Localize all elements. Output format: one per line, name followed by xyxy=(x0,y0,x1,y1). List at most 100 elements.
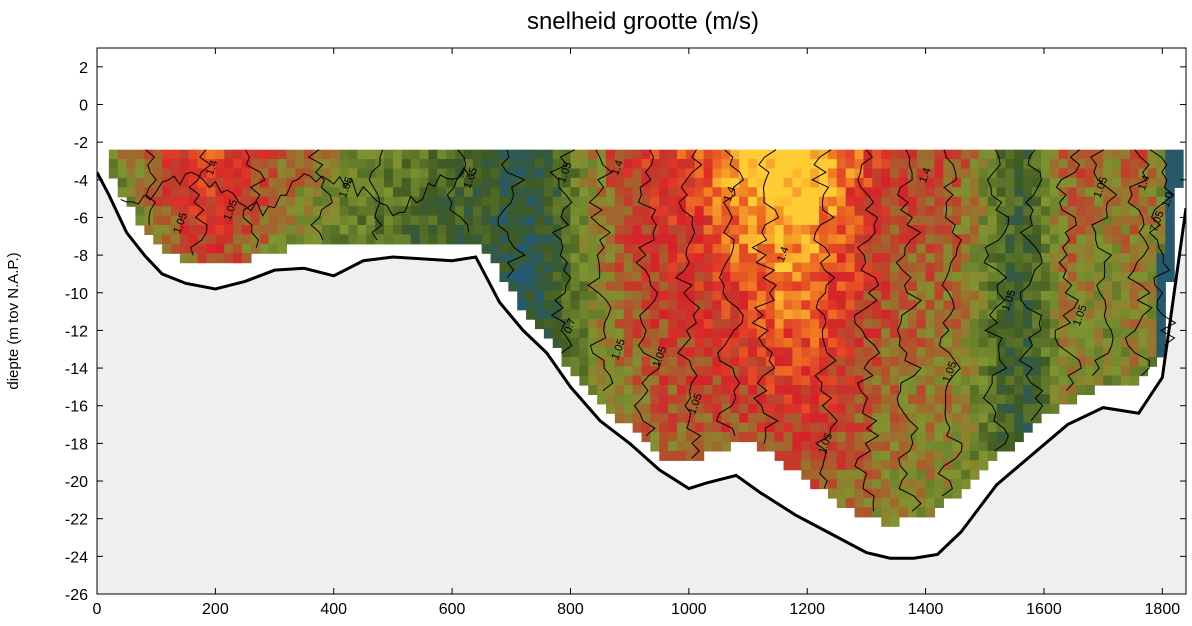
heatmap-cell xyxy=(978,422,989,433)
heatmap-cell xyxy=(1049,337,1060,348)
heatmap-cell xyxy=(872,347,882,358)
heatmap-cell xyxy=(836,394,847,405)
heatmap-cell xyxy=(1156,206,1166,217)
heatmap-cell xyxy=(907,234,918,245)
heatmap-cell xyxy=(1023,413,1033,424)
heatmap-cell xyxy=(1147,319,1158,330)
heatmap-cell xyxy=(1120,149,1131,160)
heatmap-cell xyxy=(916,375,927,386)
heatmap-cell xyxy=(419,206,430,217)
heatmap-cell xyxy=(242,196,252,207)
heatmap-cell xyxy=(135,168,145,179)
heatmap-cell xyxy=(854,328,865,339)
heatmap-cell xyxy=(1120,177,1131,188)
heatmap-cell xyxy=(1112,159,1122,170)
heatmap-cell xyxy=(313,224,323,235)
heatmap-cell xyxy=(659,272,669,283)
heatmap-cell xyxy=(881,168,891,179)
heatmap-cell xyxy=(641,422,651,433)
heatmap-cell xyxy=(1058,234,1069,245)
heatmap-cell xyxy=(668,159,678,170)
heatmap-cell xyxy=(570,159,580,170)
heatmap-cell xyxy=(233,149,243,160)
heatmap-cell xyxy=(694,422,705,433)
heatmap-cell xyxy=(304,224,314,235)
heatmap-cell xyxy=(623,187,634,198)
heatmap-cell xyxy=(597,328,607,339)
heatmap-cell xyxy=(978,460,989,471)
heatmap-cell xyxy=(517,206,527,217)
heatmap-cell xyxy=(1120,281,1131,292)
heatmap-cell xyxy=(641,413,651,424)
heatmap-cell xyxy=(348,168,359,179)
heatmap-cell xyxy=(836,479,847,490)
heatmap-cell xyxy=(925,488,936,499)
heatmap-cell xyxy=(623,234,634,245)
heatmap-cell xyxy=(428,234,438,245)
heatmap-cell xyxy=(836,385,847,396)
heatmap-cell xyxy=(801,177,811,188)
heatmap-cell xyxy=(907,366,918,377)
heatmap-cell xyxy=(685,196,696,207)
heatmap-cell xyxy=(508,243,518,254)
heatmap-cell xyxy=(756,262,767,273)
heatmap-cell xyxy=(162,177,172,188)
heatmap-cell xyxy=(801,403,811,414)
heatmap-cell xyxy=(819,413,829,424)
heatmap-cell xyxy=(250,215,261,226)
heatmap-cell xyxy=(756,403,767,414)
x-tick-label: 400 xyxy=(320,601,347,618)
heatmap-cell xyxy=(943,488,953,499)
heatmap-cell xyxy=(170,149,181,160)
heatmap-cell xyxy=(881,394,891,405)
heatmap-cell xyxy=(1023,309,1033,320)
heatmap-cell xyxy=(890,460,900,471)
heatmap-cell xyxy=(614,243,625,254)
heatmap-cell xyxy=(890,507,900,518)
heatmap-cell xyxy=(677,337,687,348)
heatmap-cell xyxy=(916,441,927,452)
y-tick-label: -12 xyxy=(65,323,88,340)
heatmap-cell xyxy=(543,290,554,301)
heatmap-cell xyxy=(534,177,545,188)
heatmap-cell xyxy=(588,206,598,217)
heatmap-cell xyxy=(463,215,474,226)
heatmap-cell xyxy=(907,450,918,461)
heatmap-cell xyxy=(774,385,785,396)
heatmap-cell xyxy=(739,432,749,443)
heatmap-cell xyxy=(1023,187,1033,198)
heatmap-cell xyxy=(916,159,927,170)
heatmap-cell xyxy=(1049,215,1060,226)
heatmap-cell xyxy=(419,234,430,245)
heatmap-cell xyxy=(277,243,287,254)
heatmap-cell xyxy=(1165,262,1175,273)
heatmap-cell xyxy=(703,385,714,396)
heatmap-cell xyxy=(597,206,607,217)
heatmap-cell xyxy=(1103,224,1113,235)
heatmap-cell xyxy=(375,168,385,179)
heatmap-cell xyxy=(978,215,989,226)
heatmap-cell xyxy=(836,356,847,367)
heatmap-cell xyxy=(827,177,838,188)
heatmap-cell xyxy=(694,234,705,245)
heatmap-cell xyxy=(650,253,660,264)
heatmap-cell xyxy=(570,337,580,348)
heatmap-cell xyxy=(712,375,722,386)
heatmap-cell xyxy=(490,159,501,170)
heatmap-cell xyxy=(827,215,838,226)
heatmap-cell xyxy=(881,441,891,452)
heatmap-cell xyxy=(206,196,216,207)
heatmap-cell xyxy=(313,177,323,188)
heatmap-cell xyxy=(552,281,563,292)
heatmap-cell xyxy=(685,422,696,433)
heatmap-cell xyxy=(677,366,687,377)
heatmap-cell xyxy=(534,272,545,283)
heatmap-cell xyxy=(304,187,314,198)
heatmap-cell xyxy=(890,215,900,226)
heatmap-cell xyxy=(499,177,509,188)
heatmap-cell xyxy=(881,187,891,198)
heatmap-cell xyxy=(987,224,998,235)
heatmap-cell xyxy=(890,403,900,414)
heatmap-cell xyxy=(890,413,900,424)
heatmap-cell xyxy=(579,272,589,283)
